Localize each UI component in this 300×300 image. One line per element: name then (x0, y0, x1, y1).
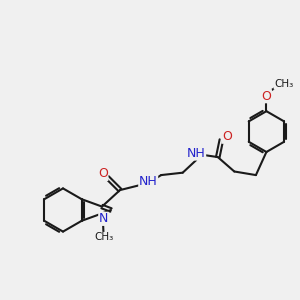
Text: O: O (98, 167, 108, 180)
Text: NH: NH (187, 147, 206, 160)
Text: NH: NH (139, 175, 158, 188)
Text: N: N (99, 212, 108, 225)
Text: CH₃: CH₃ (94, 232, 113, 242)
Text: O: O (262, 90, 271, 103)
Text: O: O (222, 130, 232, 143)
Text: CH₃: CH₃ (274, 79, 293, 89)
